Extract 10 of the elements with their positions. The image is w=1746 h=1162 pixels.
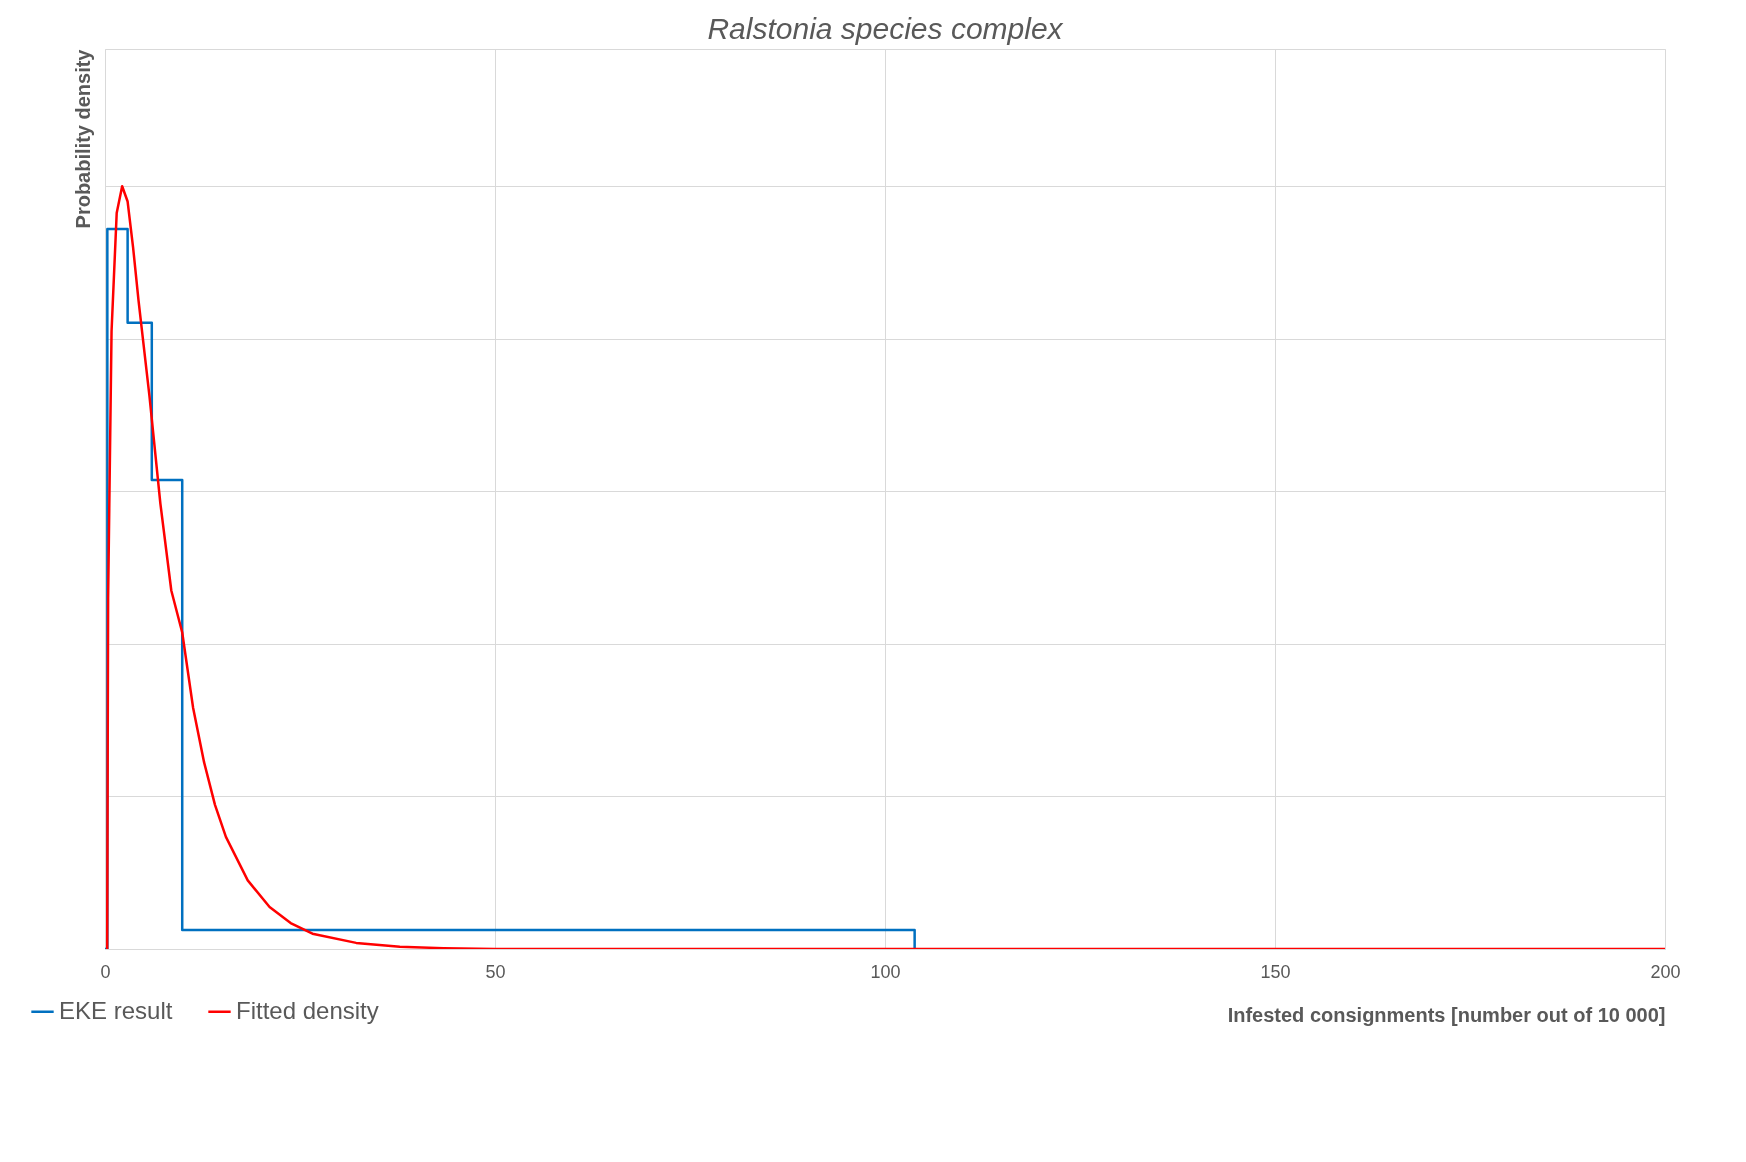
legend-label: EKE result bbox=[59, 996, 173, 1024]
x-tick-label: 50 bbox=[485, 961, 506, 982]
y-axis-title: Probability density bbox=[71, 48, 94, 229]
x-tick-label: 0 bbox=[100, 961, 111, 982]
x-axis-title: Infested consignments [number out of 10 000] bbox=[1227, 1003, 1666, 1026]
chart-title: Ralstonia species complex bbox=[707, 12, 1064, 45]
legend-label: Fitted density bbox=[236, 996, 379, 1024]
x-tick-label: 100 bbox=[870, 961, 901, 982]
x-tick-label: 200 bbox=[1650, 961, 1681, 982]
x-tick-label: 150 bbox=[1260, 961, 1291, 982]
